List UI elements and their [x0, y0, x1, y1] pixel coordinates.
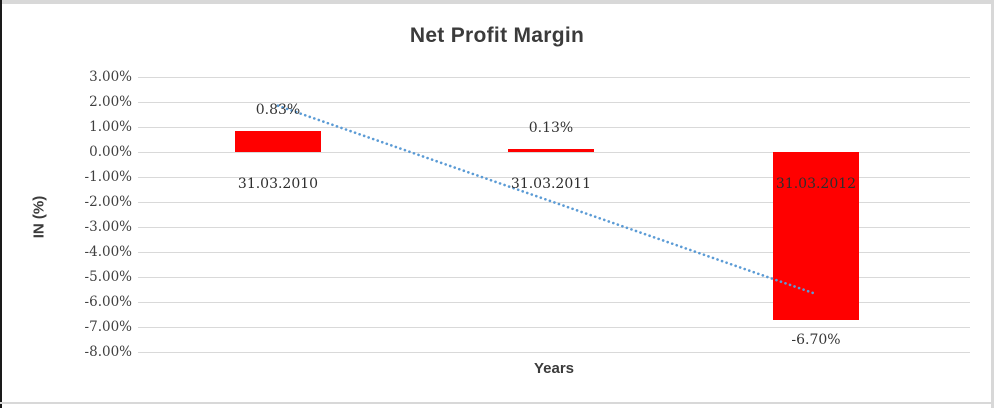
y-tick-label: 0.00% — [89, 144, 132, 160]
y-tick-label: -5.00% — [84, 269, 132, 285]
chart-title: Net Profit Margin — [409, 24, 585, 47]
x-axis-title: Years — [533, 360, 575, 377]
frame-border-left — [0, 0, 2, 408]
y-tick-label: 2.00% — [89, 94, 132, 110]
y-tick-label: 3.00% — [89, 69, 132, 85]
bar-data-label: 0.13% — [528, 119, 574, 136]
gridline — [138, 101, 970, 103]
frame-border-top — [0, 0, 994, 4]
category-label: 31.03.2012 — [775, 176, 857, 192]
bar-data-label: -6.70% — [791, 331, 841, 348]
y-tick-label: -4.00% — [84, 244, 132, 260]
gridline — [138, 351, 970, 353]
frame-border-bottom — [0, 402, 994, 404]
y-tick-label: -8.00% — [84, 344, 132, 360]
y-tick-label: -7.00% — [84, 319, 132, 335]
frame-border-right — [991, 0, 994, 408]
y-tick-label: -6.00% — [84, 294, 132, 310]
gridline — [138, 301, 970, 303]
y-tick-label: 1.00% — [89, 119, 132, 135]
category-label: 31.03.2010 — [237, 176, 319, 192]
bar — [235, 131, 321, 152]
y-tick-label: -3.00% — [84, 219, 132, 235]
y-tick-label: -2.00% — [84, 194, 132, 210]
gridline — [138, 326, 970, 328]
y-axis-title-text: IN (%) — [30, 195, 48, 239]
bar-data-label: 0.83% — [255, 102, 301, 119]
y-tick-label: -1.00% — [84, 169, 132, 185]
bar — [508, 148, 594, 152]
gridline — [138, 76, 970, 78]
category-label: 31.03.2011 — [510, 176, 592, 192]
